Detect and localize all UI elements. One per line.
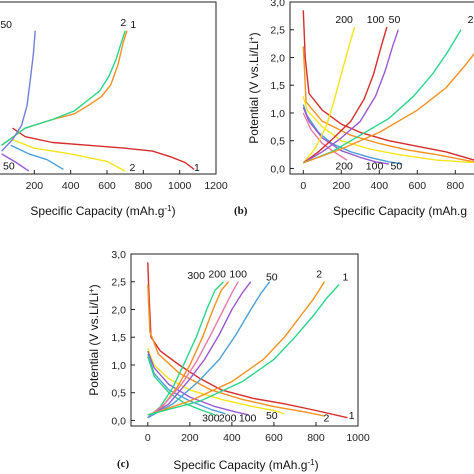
curve-label-b: 100: [366, 161, 384, 173]
y-tick-label-c: 1,0: [111, 360, 126, 372]
y-tick-label-c: 1,5: [111, 332, 126, 344]
curve-label-b: 2: [468, 14, 474, 26]
series-line-b-10: [303, 52, 474, 164]
curve-label-c: 1: [349, 410, 355, 422]
curve-label-c: 200: [219, 413, 237, 425]
y-tick-label-b: 0,0: [270, 163, 285, 175]
curve-label-a: 50: [3, 160, 15, 172]
series-line-a-1: [12, 138, 126, 172]
series-line-b-4: [302, 107, 389, 165]
x-tick-label-c: 800: [307, 432, 325, 444]
series-line-b-2: [302, 96, 474, 164]
y-tick-label-c: 3,0: [111, 249, 126, 261]
curve-label-b: 200: [335, 14, 353, 26]
curve-label-c: 200: [208, 268, 226, 280]
series-line-b-5: [302, 112, 348, 161]
panel-label-c: (c): [117, 458, 130, 470]
x-tick-label-a: 1000: [168, 180, 192, 192]
curve-label-b: 200: [335, 161, 353, 173]
curve-label-c: 300: [202, 413, 220, 425]
series-line-b-3: [302, 104, 403, 165]
x-tick-label-a: 400: [62, 180, 80, 192]
curve-label-c: 1: [342, 272, 348, 284]
y-axis-label-b: Potential (V vs.Li/Li+): [247, 32, 262, 143]
curve-label-c: 2: [324, 413, 330, 425]
chart-panel-a: 200 400 600 800 1000 1200 50 2 150 2 1 Specific C…: [0, 1, 228, 219]
x-tick-label-c: 1000: [346, 432, 370, 444]
x-tick-label-a: 800: [135, 180, 153, 192]
curve-label-c: 100: [239, 413, 257, 425]
series-line-a-5: [1, 30, 126, 146]
series-line-a-3: [1, 153, 30, 172]
x-axis-label-b: Specific Capacity (mAh.g: [333, 204, 467, 218]
x-tick-label-a: 1200: [204, 180, 228, 192]
y-tick-label-c: 0,0: [111, 415, 126, 427]
curve-label-a: 1: [130, 19, 136, 31]
curve-label-a: 50: [0, 19, 12, 31]
series-line-a-6: [1, 30, 36, 152]
curve-label-b: 100: [367, 14, 385, 26]
series-line-b-7: [302, 26, 388, 164]
x-tick-label-c: 600: [265, 432, 283, 444]
x-tick-label-b: 200: [333, 180, 351, 192]
series-line-c-11: [147, 281, 325, 416]
plot-frame-b: [289, 1, 474, 175]
y-tick-label-b: 0,5: [270, 136, 285, 148]
series-line-c-5: [147, 356, 216, 416]
x-tick-label-a: 200: [26, 180, 44, 192]
y-tick-label-c: 2,0: [111, 304, 126, 316]
curve-label-c: 50: [266, 272, 278, 284]
x-tick-label-c: 200: [181, 432, 199, 444]
x-tick-label-b: 0: [300, 180, 306, 192]
y-tick-label-c: 2,5: [111, 277, 126, 289]
series-line-c-4: [147, 353, 226, 415]
series-line-c-1: [147, 284, 325, 417]
x-tick-label-b: 600: [409, 180, 427, 192]
x-tick-label-c: 400: [223, 432, 241, 444]
series-line-b-1: [302, 46, 474, 163]
curve-label-a: 2: [130, 162, 136, 174]
plot-frame-c: [130, 253, 359, 427]
y-tick-label-b: 1,0: [270, 108, 285, 120]
y-tick-label-b: 2,0: [270, 52, 285, 64]
series-line-a-2: [10, 144, 64, 171]
series-line-b-6: [302, 26, 356, 164]
y-tick-label-c: 0,5: [111, 388, 126, 400]
series-line-c-8: [147, 281, 239, 419]
curve-label-a: 1: [194, 162, 200, 174]
series-line-b-9: [303, 29, 462, 164]
x-tick-label-b: 400: [371, 180, 389, 192]
curve-label-a: 2: [120, 17, 126, 29]
y-tick-label-b: 1,5: [270, 80, 285, 92]
series-line-b-8: [302, 29, 399, 164]
x-axis-label-a: Specific Capacity (mAh.g-1): [30, 204, 175, 219]
series-line-c-6: [147, 281, 224, 419]
series-line-b-0: [302, 10, 474, 161]
series-line-c-2: [147, 348, 285, 415]
y-tick-label-b: 3,0: [270, 0, 285, 9]
x-axis-label-c: Specific Capacity (mAh.g-1): [173, 458, 318, 473]
y-axis-label-c: Potential (V vs.Li/Li+): [87, 284, 102, 395]
panel-label-b: (b): [234, 205, 248, 217]
series-line-a-0: [12, 127, 195, 170]
y-tick-label-b: 2,5: [270, 25, 285, 37]
curve-label-b: 50: [391, 161, 403, 173]
series-line-c-9: [147, 281, 252, 419]
x-tick-label-c: 0: [145, 432, 151, 444]
series-line-c-12: [147, 284, 340, 416]
curve-label-b: 50: [389, 14, 401, 26]
chart-panel-b: 0 200 400 600 800 0,0 0,5 1,0 1,5 2,0 2,5 3,0 200 10…: [234, 0, 474, 218]
series-line-c-10: [147, 281, 271, 419]
x-tick-label-b: 800: [447, 180, 465, 192]
series-line-c-3: [147, 350, 249, 416]
x-tick-label-a: 600: [98, 180, 116, 192]
chart-panel-c: 0 200 400 600 800 1000 0,0 0,5 1,0 1,5 2,0 2,5 3,0 3…: [87, 249, 370, 472]
curve-label-c: 100: [229, 268, 247, 280]
curve-label-c: 300: [187, 270, 205, 282]
curve-label-c: 2: [316, 268, 322, 280]
curve-label-c: 50: [266, 410, 278, 422]
